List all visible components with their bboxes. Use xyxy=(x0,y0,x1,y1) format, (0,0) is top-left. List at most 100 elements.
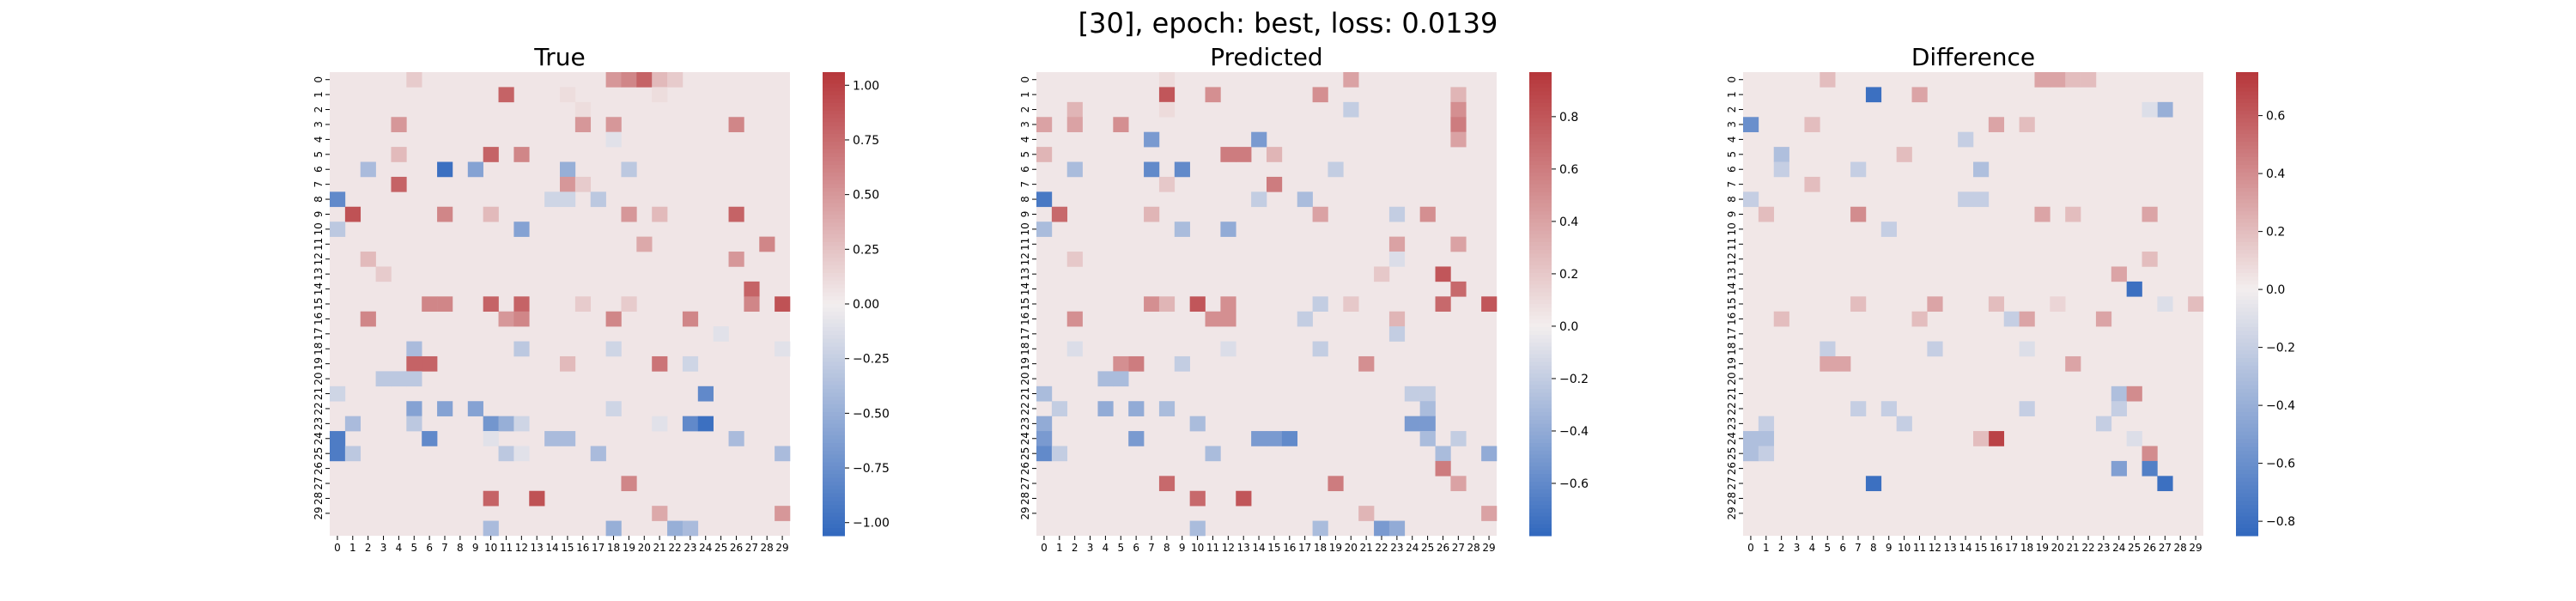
x-tick-label: 28 xyxy=(1467,542,1480,554)
heatmap-cell xyxy=(1327,476,1344,492)
heatmap-cell xyxy=(560,176,576,192)
x-tick-label: 27 xyxy=(2159,542,2172,554)
x-tick-label: 18 xyxy=(2020,542,2033,554)
heatmap-cell xyxy=(375,371,392,387)
heatmap-cell xyxy=(1189,296,1206,313)
y-tick-label: 11 xyxy=(1726,238,1738,251)
heatmap-cell xyxy=(1773,161,1789,178)
x-tick-label: 24 xyxy=(699,542,712,554)
colorbar-segment xyxy=(2236,203,2258,208)
y-tick-label: 1 xyxy=(1019,91,1031,98)
colorbar-segment xyxy=(1529,72,1552,76)
colorbar-segment xyxy=(2236,373,2258,378)
colorbar-segment xyxy=(2236,513,2258,517)
colorbar-segment xyxy=(1529,385,1552,390)
colorbar-segment xyxy=(823,288,845,293)
colorbar-segment xyxy=(2236,400,2258,405)
heatmap-cell xyxy=(498,87,514,103)
y-tick-label: 1 xyxy=(313,91,325,98)
heatmap-cell xyxy=(605,131,622,148)
panel-title: Predicted xyxy=(1210,43,1322,71)
colorbar-segment xyxy=(823,72,845,76)
heatmap-cell xyxy=(1820,72,1836,88)
heatmap-cell xyxy=(1113,371,1129,387)
colorbar-segment xyxy=(1529,137,1552,143)
colorbar-segment xyxy=(1529,222,1552,228)
heatmap-cell xyxy=(330,191,346,208)
heatmap-cell xyxy=(483,431,499,446)
x-tick-label: 4 xyxy=(1103,542,1109,554)
y-tick-label: 12 xyxy=(1726,252,1738,265)
x-tick-label: 3 xyxy=(1794,542,1801,554)
y-tick-label: 0 xyxy=(313,76,325,83)
heatmap-cell xyxy=(1066,101,1083,118)
x-tick-label: 12 xyxy=(1222,542,1235,554)
y-tick-label: 16 xyxy=(1019,313,1031,325)
colorbar-segment xyxy=(2236,88,2258,92)
colorbar-segment xyxy=(1529,106,1552,112)
colorbar-segment xyxy=(2236,219,2258,223)
colorbar-segment xyxy=(2236,165,2258,169)
colorbar-segment xyxy=(2236,153,2258,158)
colorbar-segment xyxy=(1529,428,1552,432)
colorbar-segment xyxy=(823,76,845,81)
colorbar-segment xyxy=(1529,319,1552,324)
heatmap-cell xyxy=(422,431,438,446)
y-tick-label: 12 xyxy=(313,252,325,265)
colorbar-segment xyxy=(823,300,845,305)
colorbar-tick-label: 1.00 xyxy=(853,79,879,93)
colorbar-segment xyxy=(823,307,845,313)
colorbar-segment xyxy=(823,366,845,370)
colorbar-tick-label: −0.2 xyxy=(2266,342,2295,355)
colorbar-segment xyxy=(2236,423,2258,428)
colorbar-segment xyxy=(1529,196,1552,200)
colorbar-tick-label: 0.0 xyxy=(2266,283,2285,297)
colorbar-tick-label: 0.4 xyxy=(1559,216,1578,229)
heatmap-cell xyxy=(1158,296,1176,313)
y-tick-label: 3 xyxy=(1019,121,1031,128)
heatmap-cell xyxy=(1450,476,1467,492)
colorbar-segment xyxy=(823,477,845,483)
heatmap-cell xyxy=(1804,117,1820,132)
colorbar-segment xyxy=(823,292,845,297)
colorbar-segment xyxy=(823,284,845,289)
colorbar-segment xyxy=(1529,389,1552,393)
x-tick-label: 5 xyxy=(1824,542,1831,554)
heatmap-cell xyxy=(1758,446,1775,462)
y-tick-label: 11 xyxy=(313,238,325,251)
colorbar-segment xyxy=(1529,373,1552,378)
heatmap-cell xyxy=(1758,206,1775,222)
heatmap-cell xyxy=(1113,117,1129,132)
heatmap-cell xyxy=(2142,252,2158,267)
colorbar-segment xyxy=(1529,161,1552,166)
colorbar-segment xyxy=(2236,466,2258,470)
colorbar-segment xyxy=(1529,207,1552,212)
x-tick-label: 6 xyxy=(1133,542,1139,554)
colorbar-segment xyxy=(823,230,845,235)
heatmap-cell xyxy=(1743,431,1759,446)
x-tick-label: 16 xyxy=(576,542,589,554)
heatmap-cell xyxy=(1158,401,1176,416)
colorbar-segment xyxy=(823,188,845,192)
colorbar-segment xyxy=(2236,276,2258,282)
x-tick-label: 29 xyxy=(2189,542,2202,554)
colorbar-segment xyxy=(1529,253,1552,258)
colorbar-segment xyxy=(1529,497,1552,501)
colorbar-tick-label: 0.50 xyxy=(853,189,879,203)
heatmap-cell xyxy=(775,446,791,462)
colorbar-segment xyxy=(823,377,845,382)
heatmap-cell xyxy=(330,222,346,237)
heatmap-cell xyxy=(544,431,561,446)
heatmap-cell xyxy=(697,416,714,432)
colorbar-segment xyxy=(2236,145,2258,150)
heatmap-cell xyxy=(1419,206,1436,222)
colorbar-segment xyxy=(2236,91,2258,96)
colorbar-segment xyxy=(823,528,845,532)
heatmap-cell xyxy=(1435,446,1451,462)
heatmap-cell xyxy=(1251,131,1267,148)
colorbar-segment xyxy=(823,508,845,513)
y-tick-label: 14 xyxy=(313,282,325,295)
x-tick-label: 25 xyxy=(714,542,727,554)
heatmap-cell xyxy=(1388,520,1406,537)
colorbar-segment xyxy=(2236,377,2258,382)
